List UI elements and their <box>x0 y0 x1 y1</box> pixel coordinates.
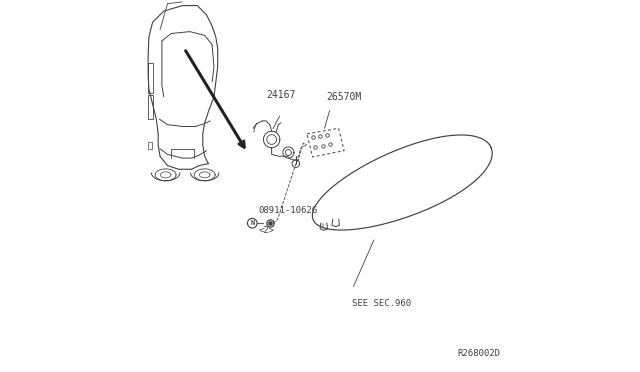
Text: R268002D: R268002D <box>458 349 500 358</box>
Bar <box>148 95 154 119</box>
Text: 08911-1062G: 08911-1062G <box>259 206 317 215</box>
Bar <box>148 142 152 149</box>
Text: SEE SEC.960: SEE SEC.960 <box>351 299 411 308</box>
Text: N: N <box>250 220 255 226</box>
Bar <box>148 63 154 93</box>
Text: <2>: <2> <box>259 226 275 235</box>
Text: 26570M: 26570M <box>326 92 362 102</box>
Text: 24167: 24167 <box>266 90 296 100</box>
